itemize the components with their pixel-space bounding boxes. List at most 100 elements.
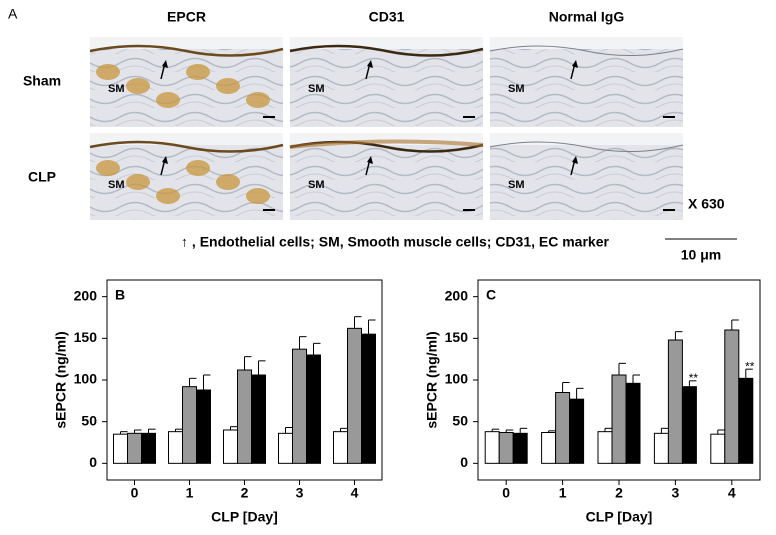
bar [306,354,321,464]
y-tick-label: 100 [445,371,469,387]
tissue-texture [490,49,683,127]
row-label: CLP [28,169,56,185]
bar [555,392,571,464]
y-tick-label: 0 [460,454,468,470]
bar [333,431,348,464]
bar [667,339,683,464]
endothelial-edge [489,45,684,56]
bar [127,432,142,464]
x-tick-label: 3 [672,485,680,501]
x-tick-label: 1 [559,485,567,501]
bar [278,432,293,464]
bar [182,386,197,464]
stain [156,188,180,204]
tissue-texture [90,49,283,127]
stain [156,92,180,108]
endothelial-edge [89,44,284,57]
stain [96,160,120,176]
image-label: SM [508,83,525,95]
tissue-texture [490,145,683,220]
stain [186,160,210,176]
panel-label: A [8,6,18,22]
bar [113,433,128,464]
x-tick-label: 2 [615,485,623,501]
endothelial-edge [89,140,284,153]
x-tick-label: 1 [186,485,194,501]
endothelial-edge [489,141,684,152]
tissue-texture [290,49,483,127]
y-axis-label: sEPCR (ng/ml) [53,331,69,428]
x-tick-label: 2 [241,485,249,501]
stain [246,188,270,204]
bar [251,374,266,464]
x-tick-label: 4 [351,485,359,501]
magnification: X 630 [688,196,725,212]
y-tick-label: 100 [74,371,98,387]
tissue-texture [290,145,483,220]
y-tick-label: 50 [452,412,468,428]
image-label: SM [108,83,125,95]
arrow-head [572,156,578,164]
endothelial-edge [289,44,484,57]
stain [216,78,240,94]
bar [611,374,627,464]
row-label: Sham [23,73,61,89]
y-tick-label: 0 [89,454,97,470]
y-tick-label: 50 [81,412,97,428]
bar [569,398,585,464]
stain [126,174,150,190]
bar [512,432,528,464]
stain [186,64,210,80]
bar [168,431,183,464]
x-tick-label: 4 [728,485,736,501]
bar [484,431,500,464]
y-tick-label: 200 [74,287,98,303]
arrow-head [367,156,373,164]
column-header: EPCR [167,9,206,25]
bar [541,432,557,464]
bar [681,386,697,464]
bar [498,432,514,464]
x-tick-label: 0 [131,485,139,501]
x-tick-label: 0 [502,485,510,501]
image-label: SM [308,83,325,95]
tissue-texture [90,145,283,220]
stain [216,174,240,190]
legend-text: ↑ , Endothelial cells; SM, Smooth muscle… [181,234,609,250]
bar [347,327,362,464]
image-label: SM [508,179,525,191]
bar [361,333,376,464]
y-tick-label: 200 [445,287,469,303]
y-tick-label: 150 [445,329,469,345]
bar [196,389,211,464]
stain [126,78,150,94]
panel-label: C [486,287,496,303]
arrow-head [162,60,168,68]
bar [141,432,156,464]
column-header: Normal IgG [549,9,625,25]
bar [223,429,238,464]
arrow-head [572,60,578,68]
bar [597,431,613,464]
x-tick-label: 3 [296,485,304,501]
stain [96,64,120,80]
significance-mark: ** [689,371,699,385]
x-axis-label: CLP [Day] [586,509,653,525]
bar [292,348,307,464]
image-label: SM [308,179,325,191]
y-axis-label: sEPCR (ng/ml) [424,331,440,428]
stain [246,92,270,108]
image-label: SM [108,179,125,191]
arrow-head [162,156,168,164]
bar [653,432,669,464]
bar [237,369,252,464]
x-axis-label: CLP [Day] [211,509,278,525]
bar [738,377,754,464]
arrow-head [367,60,373,68]
scale-bar-label: 10 μm [681,247,721,263]
bar [625,382,641,464]
significance-mark: ** [745,359,755,373]
bar [724,329,740,464]
column-header: CD31 [369,9,405,25]
